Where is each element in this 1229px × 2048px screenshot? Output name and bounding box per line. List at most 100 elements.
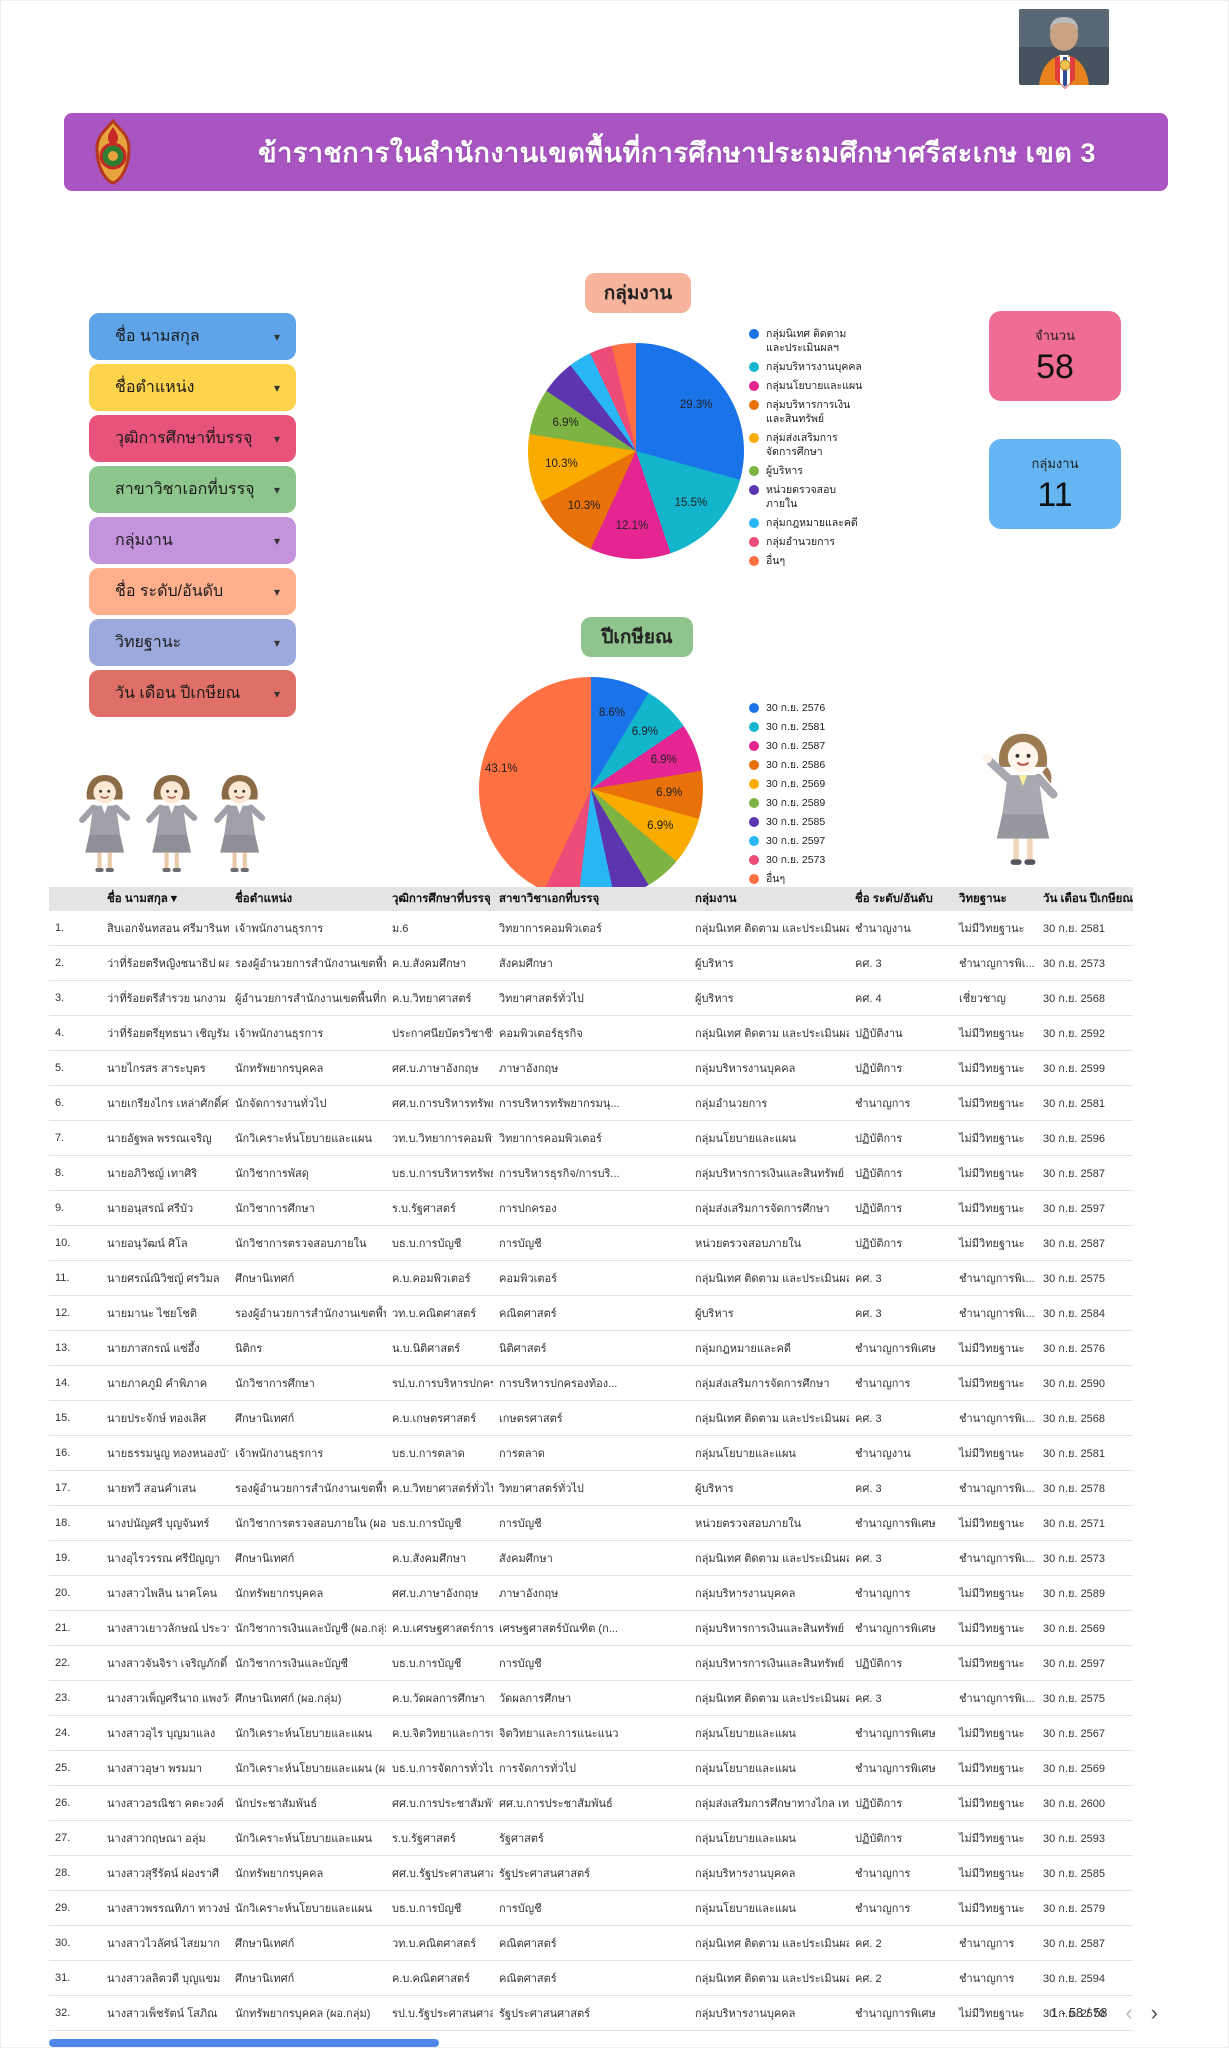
table-row[interactable]: 30. นางสาวไวลัศน์ ไสยมาก ศึกษานิเทศก์ วท.บ.… (49, 1925, 1133, 1961)
table-cell: ไม่มีวิทยฐานะ (953, 1995, 1037, 2031)
column-header[interactable]: วุฒิการศึกษาที่บรรจุ (386, 887, 493, 911)
table-row[interactable]: 6. นายเกรียงไกร เหล่าศักดิ์ศรี นักจัดการงา… (49, 1085, 1133, 1121)
table-cell: 30 ก.ย. 2581 (1037, 911, 1133, 946)
legend-label: กลุ่มนโยบายและแผน (766, 380, 863, 392)
table-cell: ไม่มีวิทยฐานะ (953, 1505, 1037, 1541)
table-row[interactable]: 19. นางอุไรวรรณ ศรีปัญญา ศึกษานิเทศก์ ค.บ.ส… (49, 1540, 1133, 1576)
table-row[interactable]: 26. นางสาวอรณิชา คตะวงค์ นักประชาสัมพันธ์ศ… (49, 1785, 1133, 1821)
pie-1[interactable]: 29.3% 15.5% 12.1% 10.3% 10.3% 6.9% (528, 343, 744, 559)
filter-label: ชื่อตำแหน่ง (115, 379, 195, 396)
table-row[interactable]: 4. ว่าที่ร้อยตรียุทธนา เชิญรัมย์ เจ้าพนักง… (49, 1015, 1133, 1051)
table-cell: วิทยาศาสตร์ทั่วไป (493, 1470, 689, 1506)
table-row[interactable]: 29. นางสาวพรรณทิภา ทาวงษ์ นักวิเคราะห์นโยบ… (49, 1890, 1133, 1926)
next-page-icon[interactable]: › (1150, 2000, 1158, 2025)
table-row[interactable]: 8. นายอภิวิชญ์ เทาศิริ นักวิชาการพัสดุ บธ.บ… (49, 1155, 1133, 1191)
table-row[interactable]: 22. นางสาวจันจิรา เจริญภักดิ์ นักวิชาการเง… (49, 1645, 1133, 1681)
table-row[interactable]: 18. นางปนัญศรี บุญจันทร์ นักวิชาการตรวจสอบ… (49, 1505, 1133, 1541)
office-ladies-clipart (74, 771, 270, 879)
page-title: ข้าราชการในสำนักงานเขตพื้นที่การศึกษาประ… (258, 137, 1096, 168)
table-cell: 30 ก.ย. 2597 (1037, 1190, 1133, 1226)
table-cell: ไม่มีวิทยฐานะ (953, 1120, 1037, 1156)
table-row[interactable]: 14. นายภาคภูมิ คำพิภาค นักวิชาการศึกษา รป.บ… (49, 1365, 1133, 1401)
table-cell: รองผู้อำนวยการสำนักงานเขตพื้นที่... (229, 1295, 386, 1331)
pie-2[interactable]: 8.6% 6.9% 6.9% 6.9% 6.9% 43.1% (479, 677, 703, 901)
filter-button-7[interactable]: วิทยฐานะ ▾ (89, 619, 296, 666)
table-row[interactable]: 24. นางสาวอุไร บุญมาแลง นักวิเคราะห์นโยบาย… (49, 1715, 1133, 1751)
table-cell: ชำนาญการพิเ... (953, 1680, 1037, 1716)
table-row[interactable]: 25. นางสาวอุษา พรมมา นักวิเคราะห์นโยบายและ… (49, 1750, 1133, 1786)
table-cell: ศึกษานิเทศก์ (229, 1260, 386, 1296)
table-cell: ไม่มีวิทยฐานะ (953, 1330, 1037, 1366)
table-cell: ชำนาญงาน (849, 1435, 953, 1471)
table-cell: กลุ่มนิเทศ ติดตาม และประเมินผลฯ (689, 1260, 849, 1296)
filter-panel: ชื่อ นามสกุล ▾ ชื่อตำแหน่ง ▾ วุฒิการศึกษาที่… (89, 313, 296, 721)
column-header[interactable]: วิทยฐานะ (953, 887, 1037, 911)
table-row[interactable]: 1. สิบเอกจันทสอน ศรีมารินทร์ เจ้าพนักงานธุ… (49, 911, 1133, 946)
table-cell: นิติกร (229, 1330, 386, 1366)
table-cell: ชำนาญการพิเ... (953, 1540, 1037, 1576)
table-row[interactable]: 21. นางสาวเยาวลักษณ์ ประวาฬ นักวิชาการเงิน… (49, 1610, 1133, 1646)
table-row[interactable]: 10. นายอนุวัฒน์ ศิโล นักวิชาการตรวจสอบภายใ… (49, 1225, 1133, 1261)
table-cell: 30 ก.ย. 2600 (1037, 1785, 1133, 1821)
legend-item: 30 ก.ย. 2569 (749, 777, 865, 791)
filter-button-6[interactable]: ชื่อ ระดับ/อันดับ ▾ (89, 568, 296, 615)
filter-button-8[interactable]: วัน เดือน ปีเกษียณ ▾ (89, 670, 296, 717)
table-row[interactable]: 11. นายศรณ์ณิวิชญ์ ศรวิมล ศึกษานิเทศก์ ค.บ.… (49, 1260, 1133, 1296)
table-cell: ปฏิบัติการ (849, 1050, 953, 1086)
table-cell: กลุ่มนิเทศ ติดตาม และประเมินผลฯ (689, 911, 849, 946)
stat-card-label: กลุ่มงาน (1031, 456, 1079, 471)
table-cell: ไม่มีวิทยฐานะ (953, 1050, 1037, 1086)
table-row[interactable]: 13. นายภาสกรณ์ แซ่อึ้ง นิติกร น.บ.นิติศาสตร… (49, 1330, 1133, 1366)
filter-button-2[interactable]: ชื่อตำแหน่ง ▾ (89, 364, 296, 411)
table-row[interactable]: 16. นายธรรมนูญ ทองหนองบัว เจ้าพนักงานธุรกา… (49, 1435, 1133, 1471)
horizontal-scrollbar[interactable] (49, 2039, 439, 2047)
table-row[interactable]: 23.นางสาวเพ็ญศรีนาถ แพงวัฒนะศึกษานิเทศก์… (49, 1680, 1133, 1716)
table-row[interactable]: 12. นายมานะ ไชยโชติ รองผู้อำนวยการสำนักงาน… (49, 1295, 1133, 1331)
table-row[interactable]: 5. นายไกรสร สาระบุตร นักทรัพยากรบุคคล ศศ.บ.… (49, 1050, 1133, 1086)
table-cell: นักทรัพยากรบุคคล (229, 1050, 386, 1086)
table-cell: ว่าที่ร้อยตรีสำรวย นกงาม (101, 980, 229, 1016)
table-cell: วัดผลการศึกษา (493, 1680, 689, 1716)
legend-dot (749, 537, 759, 547)
filter-button-3[interactable]: วุฒิการศึกษาที่บรรจุ ▾ (89, 415, 296, 462)
column-header[interactable]: สาขาวิชาเอกที่บรรจุ (493, 887, 689, 911)
table-row[interactable]: 7. นายอัฐพล พรรณเจริญ นักวิเคราะห์นโยบายแล… (49, 1120, 1133, 1156)
table-cell: ไม่มีวิทยฐานะ (953, 1890, 1037, 1926)
table-cell: 2. (49, 945, 101, 981)
column-header[interactable]: วัน เดือน ปีเกษียณ (1037, 887, 1133, 911)
column-header[interactable]: ชื่อ นามสกุล ▾ (101, 887, 229, 911)
table-row[interactable]: 17. นายทวี สอนคำเสน รองผู้อำนวยการสำนักงาน… (49, 1470, 1133, 1506)
column-header[interactable]: กลุ่มงาน (689, 887, 849, 911)
table-cell: กลุ่มนโยบายและแผน (689, 1715, 849, 1751)
legend-label: กลุ่มนิเทศ ติดตาม และประเมินผลฯ (766, 328, 847, 354)
table-row[interactable]: 27. นางสาวกฤษณา อลุ่ม นักวิเคราะห์นโยบายแล… (49, 1820, 1133, 1856)
table-row[interactable]: 15. นายประจักษ์ ทองเลิศ ศึกษานิเทศก์ ค.บ.เก… (49, 1400, 1133, 1436)
table-cell: บธ.บ.การบัญชี (386, 1890, 493, 1926)
column-header[interactable]: ชื่อ ระดับ/อันดับ (849, 887, 953, 911)
filter-button-4[interactable]: สาขาวิชาเอกที่บรรจุ ▾ (89, 466, 296, 513)
table-cell: ชำนาญการ (953, 1925, 1037, 1961)
column-header[interactable] (49, 887, 101, 911)
table-row[interactable]: 2. ว่าที่ร้อยตรีหญิงชนาธิป ผล... รองผู้อำน… (49, 945, 1133, 981)
table-cell: นางสาวไพลิน นาคโคน (101, 1575, 229, 1611)
prev-page-icon[interactable]: ‹ (1125, 2000, 1133, 2025)
table-cell: นายเกรียงไกร เหล่าศักดิ์ศรี (101, 1085, 229, 1121)
legend-dot (749, 760, 759, 770)
table-row[interactable]: 31. นางสาวลลิตวดี บุญแขม ศึกษานิเทศก์ ค.บ.ค… (49, 1960, 1133, 1996)
column-header[interactable]: ชื่อตำแหน่ง (229, 887, 386, 911)
table-row[interactable]: 9. นายอนุสรณ์ ศรีบัว นักวิชาการศึกษา ร.บ.รั… (49, 1190, 1133, 1226)
table-cell: ค.บ.วิทยาศาสตร์ทั่วไป (386, 1470, 493, 1506)
filter-button-1[interactable]: ชื่อ นามสกุล ▾ (89, 313, 296, 360)
filter-button-5[interactable]: กลุ่มงาน ▾ (89, 517, 296, 564)
table-cell: 31. (49, 1960, 101, 1996)
table-row[interactable]: 3. ว่าที่ร้อยตรีสำรวย นกงาม ผู้อำนวยการสำน… (49, 980, 1133, 1016)
table-cell: 30 ก.ย. 2575 (1037, 1680, 1133, 1716)
legend-item: อื่นๆ (749, 872, 865, 886)
table-row[interactable]: 32. นางสาวเพ็ชรัตน์ โสภิณ นักทรัพยากรบุคคล… (49, 1995, 1133, 2031)
table-cell: นางสาวพรรณทิภา ทาวงษ์ (101, 1890, 229, 1926)
table-cell: คศ. 3 (849, 1400, 953, 1436)
legend-dot (749, 703, 759, 713)
table-cell: นายศรณ์ณิวิชญ์ ศรวิมล (101, 1260, 229, 1296)
table-row[interactable]: 28. นางสาวสุรีรัตน์ ผ่องราศี นักทรัพยากรบุ… (49, 1855, 1133, 1891)
table-row[interactable]: 20. นางสาวไพลิน นาคโคน นักทรัพยากรบุคคล ศศ.… (49, 1575, 1133, 1611)
